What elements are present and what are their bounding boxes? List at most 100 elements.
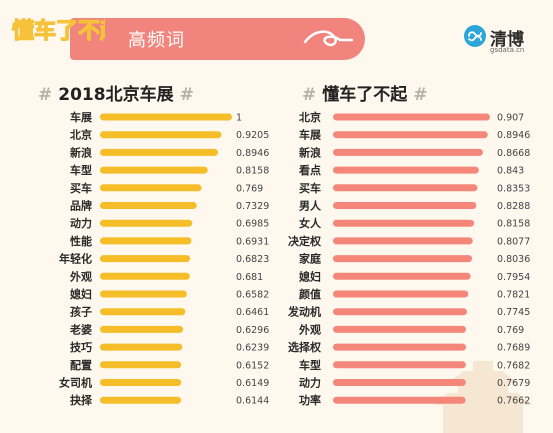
value-label: 0.6144 — [236, 396, 269, 407]
value-label: 0.8036 — [497, 254, 530, 265]
value-label: 0.7329 — [236, 201, 269, 212]
value-label: 0.7745 — [497, 307, 530, 318]
value-label: 0.7689 — [497, 343, 530, 354]
category-label: 性能 — [70, 234, 92, 248]
value-label: 0.769 — [236, 183, 263, 194]
value-label: 0.6931 — [236, 236, 269, 247]
bar — [100, 237, 192, 245]
bar — [333, 396, 466, 404]
bar — [333, 308, 467, 316]
bar — [100, 379, 182, 386]
hash-decoration-icon: # — [38, 85, 53, 105]
bar — [100, 290, 187, 298]
bar — [333, 290, 469, 298]
bar — [333, 237, 473, 245]
value-label: 0.8668 — [497, 148, 530, 159]
left-chart-title-row: #2018北京车展 # — [32, 80, 200, 105]
bar — [100, 113, 232, 121]
hash-decoration-icon: # — [302, 85, 317, 105]
bar — [333, 166, 479, 174]
value-label: 0.9205 — [236, 130, 269, 141]
bar — [100, 219, 193, 227]
value-label: 0.7682 — [497, 360, 530, 371]
title-ribbon — [70, 18, 365, 60]
category-label: 北京 — [299, 110, 321, 124]
category-label: 车展 — [299, 128, 322, 142]
category-label: 新浪 — [299, 145, 321, 159]
value-label: 0.6461 — [236, 307, 269, 318]
category-label: 车型 — [299, 358, 321, 372]
brand-site: gsdata.cn — [490, 46, 525, 54]
hash-decoration-icon: # — [179, 85, 194, 105]
bar — [100, 184, 202, 192]
category-label: 配置 — [70, 358, 92, 372]
bar — [100, 131, 222, 139]
category-label: 功率 — [299, 393, 321, 407]
category-label: 抉择 — [70, 393, 93, 407]
bar — [333, 361, 466, 369]
category-label: 孩子 — [70, 305, 92, 319]
category-label: 女司机 — [59, 376, 92, 390]
value-label: 0.6296 — [236, 325, 269, 336]
brand-name: 清博 — [490, 30, 524, 50]
value-label: 0.6823 — [236, 254, 269, 265]
value-label: 0.8946 — [236, 148, 269, 159]
hash-decoration-icon: # — [413, 85, 428, 105]
value-label: 0.8158 — [236, 166, 269, 177]
bar — [100, 166, 208, 174]
category-label: 老婆 — [69, 322, 92, 336]
dongche-logo-icon: 懂车了不起 — [11, 17, 105, 44]
category-label: 发动机 — [287, 305, 321, 319]
bar — [333, 325, 467, 333]
category-label: 男人 — [299, 199, 322, 213]
bar — [333, 255, 473, 263]
bar — [333, 379, 466, 386]
bar — [100, 361, 182, 369]
category-label: 选择权 — [288, 340, 322, 354]
bar — [100, 343, 183, 351]
qingbo-logo-icon — [464, 25, 486, 47]
value-label: 0.8353 — [497, 183, 530, 194]
value-label: 0.6582 — [236, 290, 269, 301]
value-label: 0.681 — [236, 272, 263, 283]
category-label: 外观 — [69, 269, 92, 283]
right-chart-title: 懂车了不起 — [322, 85, 408, 105]
category-label: 车型 — [70, 163, 92, 177]
left-chart-title: 2018北京车展 — [58, 85, 174, 105]
value-label: 0.6152 — [236, 360, 269, 371]
value-label: 0.907 — [497, 113, 524, 124]
category-label: 外观 — [298, 322, 321, 336]
value-label: 0.7662 — [497, 396, 530, 407]
header-banner: 高频词 懂车了不起 清博 gsdata.cn — [0, 0, 553, 70]
category-label: 家庭 — [299, 252, 321, 266]
category-label: 车展 — [70, 110, 93, 124]
bar — [100, 148, 219, 156]
category-label: 女人 — [299, 216, 322, 230]
right-chart-title-row: # 懂车了不起 # — [296, 80, 434, 105]
bar — [100, 202, 197, 209]
value-label: 0.6239 — [236, 343, 269, 354]
value-label: 0.7679 — [497, 378, 530, 389]
bar — [333, 343, 467, 351]
category-label: 北京 — [70, 128, 92, 142]
category-label: 动力 — [299, 376, 321, 390]
category-label: 决定权 — [288, 234, 322, 248]
logo-lettering: 懂车了不起 — [12, 18, 105, 44]
bar — [333, 148, 483, 156]
value-label: 0.7821 — [497, 290, 530, 301]
value-label: 0.7954 — [497, 272, 530, 283]
category-label: 看点 — [299, 163, 321, 177]
value-label: 0.843 — [497, 166, 524, 177]
value-label: 1 — [236, 113, 242, 124]
category-label: 买车 — [70, 181, 92, 195]
category-label: 颜值 — [299, 287, 321, 301]
pagoda-decoration-icon — [433, 361, 533, 433]
value-label: 0.8158 — [497, 219, 530, 230]
bar — [100, 396, 182, 404]
value-label: 0.6985 — [236, 219, 269, 230]
category-label: 动力 — [70, 216, 92, 230]
bar — [100, 272, 190, 280]
bar — [333, 184, 478, 192]
bar — [333, 113, 490, 121]
